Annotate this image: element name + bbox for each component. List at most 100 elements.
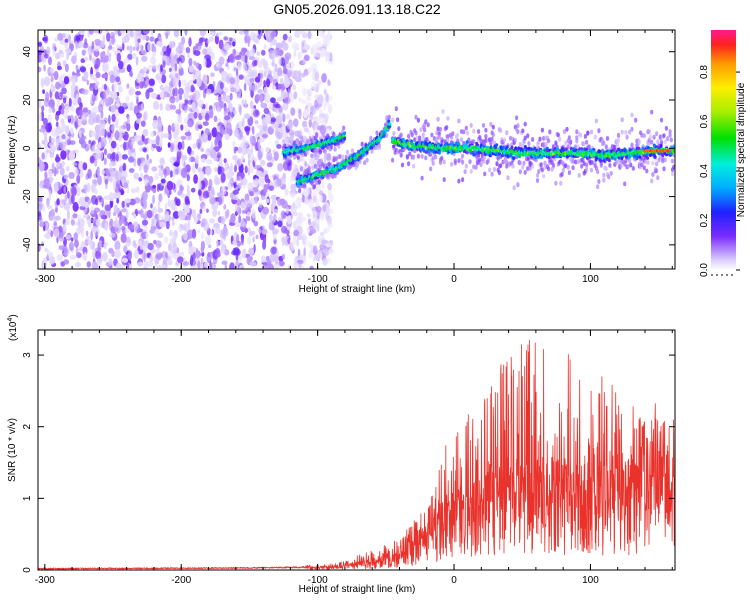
noise-blob — [188, 65, 195, 73]
noise-blob — [74, 51, 77, 62]
noise-blob — [74, 239, 79, 248]
noise-blob — [191, 101, 196, 112]
noise-blob — [249, 77, 255, 83]
noise-blob — [187, 53, 191, 59]
trace-core — [472, 152, 476, 157]
noise-blob — [238, 208, 242, 215]
trace-halo — [484, 138, 488, 144]
noise-blob — [304, 197, 309, 205]
trace-halo — [616, 132, 621, 138]
noise-blob — [38, 202, 43, 212]
noise-blob — [172, 104, 176, 111]
noise-blob — [264, 114, 271, 125]
trace-halo — [318, 164, 323, 170]
noise-blob — [266, 198, 270, 203]
noise-blob — [168, 40, 175, 49]
noise-blob — [280, 210, 286, 220]
trace-halo — [531, 137, 535, 142]
trace-halo — [569, 139, 573, 145]
noise-blob — [261, 229, 268, 235]
noise-blob — [110, 140, 117, 149]
noise-blob — [252, 187, 259, 193]
noise-blob — [319, 194, 323, 203]
trace-core — [585, 147, 588, 152]
noise-blob — [172, 205, 178, 212]
noise-blob — [221, 94, 228, 103]
noise-blob — [102, 58, 106, 64]
trace-halo — [429, 166, 433, 172]
noise-blob — [123, 58, 130, 64]
noise-blob — [200, 257, 204, 265]
trace-halo — [331, 174, 335, 180]
noise-blob — [106, 32, 111, 42]
noise-blob — [59, 141, 67, 151]
noise-blob — [80, 58, 86, 64]
noise-blob — [149, 229, 155, 234]
noise-blob — [107, 45, 113, 51]
noise-blob — [252, 236, 255, 243]
noise-blob — [169, 104, 173, 110]
noise-blob — [186, 184, 190, 195]
trace-halo — [670, 171, 675, 177]
noise-blob — [46, 197, 50, 207]
trace-halo — [596, 184, 600, 190]
trace-core — [469, 148, 473, 153]
noise-blob — [48, 56, 52, 66]
trace-halo — [484, 127, 488, 133]
noise-blob — [109, 218, 114, 227]
trace-halo — [655, 131, 659, 137]
trace-halo — [495, 161, 499, 167]
noise-blob — [163, 236, 169, 244]
noise-blob — [240, 237, 244, 246]
noise-blob — [166, 180, 174, 191]
noise-blob — [118, 45, 123, 50]
noise-blob — [53, 70, 59, 81]
noise-blob — [306, 213, 311, 218]
noise-blob — [209, 149, 217, 159]
noise-blob — [86, 236, 91, 241]
noise-blob — [48, 190, 52, 201]
noise-blob — [310, 63, 318, 71]
noise-blob — [286, 122, 293, 130]
noise-blob — [248, 247, 255, 255]
noise-blob — [229, 53, 234, 63]
noise-blob — [292, 237, 296, 242]
noise-blob — [250, 230, 256, 236]
noise-blob — [242, 64, 248, 72]
noise-blob — [141, 55, 148, 62]
trace-halo — [527, 141, 531, 146]
trace-halo — [391, 157, 395, 163]
trace-halo — [323, 149, 327, 155]
trace-halo — [586, 130, 590, 136]
trace-core — [562, 148, 566, 153]
noise-blob — [184, 30, 188, 36]
noise-blob — [321, 239, 329, 244]
noise-blob — [43, 35, 49, 44]
noise-blob — [42, 204, 46, 213]
noise-blob — [268, 263, 274, 269]
noise-blob — [71, 78, 76, 87]
noise-blob — [141, 212, 147, 220]
noise-blob — [263, 80, 267, 86]
noise-blob — [43, 130, 48, 138]
noise-blob — [247, 153, 251, 160]
trace-halo — [296, 172, 300, 178]
noise-blob — [224, 162, 229, 173]
trace-halo — [307, 166, 311, 172]
noise-blob — [296, 255, 301, 262]
trace-halo — [285, 158, 289, 164]
noise-blob — [154, 173, 160, 180]
noise-blob — [159, 102, 163, 111]
noise-blob — [103, 148, 108, 156]
spectrogram-marks — [38, 30, 675, 269]
noise-blob — [271, 198, 276, 208]
trace-halo — [424, 155, 428, 161]
noise-blob — [254, 120, 259, 125]
noise-blob — [77, 119, 82, 128]
noise-blob — [221, 70, 228, 78]
noise-blob — [295, 70, 299, 77]
trace-halo — [410, 132, 414, 138]
trace-halo — [609, 171, 613, 176]
noise-blob — [269, 213, 273, 223]
noise-blob — [247, 255, 254, 262]
